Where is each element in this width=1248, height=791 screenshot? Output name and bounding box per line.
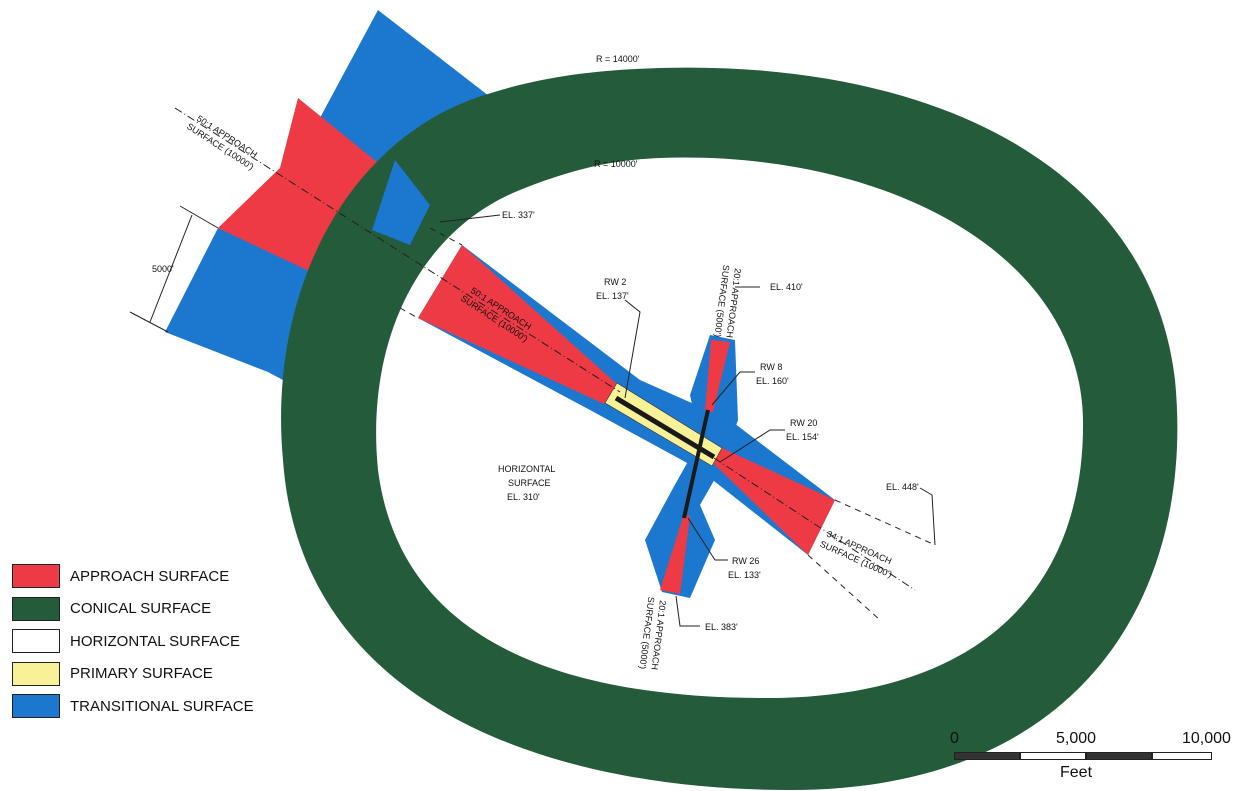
- se-dash-lower: [807, 554, 881, 621]
- horizontal-swatch: [12, 629, 60, 654]
- legend-item-approach: APPROACH SURFACE: [12, 560, 302, 593]
- legend-label: APPROACH SURFACE: [70, 567, 230, 585]
- nw-centerline: [174, 107, 621, 393]
- legend-item-transitional: TRANSITIONAL SURFACE: [12, 690, 302, 723]
- runway-main: [614, 395, 716, 460]
- rw20-elevation: EL. 154': [786, 432, 819, 442]
- el-410-label: EL. 410': [770, 282, 803, 292]
- se-dash-upper: [834, 499, 936, 546]
- radius-inner-label: R = 10000': [594, 159, 638, 169]
- rw8-name: RW 8: [760, 362, 782, 372]
- rw26-name: RW 26: [732, 556, 759, 566]
- legend-item-horizontal: HORIZONTAL SURFACE: [12, 625, 302, 658]
- se-centerline: [713, 457, 916, 591]
- scale-tick-10000: 10,000: [1182, 730, 1231, 747]
- legend: APPROACH SURFACE CONICAL SURFACE HORIZON…: [12, 560, 302, 723]
- approach-swatch: [12, 564, 60, 589]
- scale-segment: [954, 752, 1020, 760]
- rw20-name: RW 20: [790, 418, 817, 428]
- scale-tick-0: 0: [950, 730, 959, 747]
- leader-el-448: [919, 487, 936, 546]
- nw-approach-surface-inner: [418, 245, 618, 404]
- transitional-swatch: [12, 694, 60, 719]
- rw2-elevation: EL. 137': [596, 291, 629, 301]
- scale-segment: [1152, 752, 1212, 760]
- legend-label: CONICAL SURFACE: [70, 600, 212, 618]
- leader-el-337: [439, 214, 501, 223]
- dim-line: [149, 214, 193, 323]
- scale-bar: 0 5,000 10,000 Feet: [950, 730, 1231, 790]
- primary-swatch: [12, 661, 60, 686]
- width-5000-label: 5000': [152, 264, 174, 274]
- dim-tick-bottom: [129, 311, 169, 333]
- legend-label: PRIMARY SURFACE: [70, 665, 213, 683]
- scale-segment: [1086, 752, 1152, 760]
- dim-tick-top: [179, 205, 219, 229]
- s-approach-surface: [660, 514, 690, 594]
- scale-unit: Feet: [1060, 764, 1093, 781]
- se-approach-surface: [712, 448, 835, 555]
- leader-rw20: [719, 429, 785, 463]
- leader-rw8: [711, 371, 755, 406]
- rw26-elevation: EL. 133': [728, 570, 761, 580]
- leader-rw26: [687, 517, 728, 561]
- leader-rw2: [624, 299, 641, 399]
- el-448-label: EL. 448': [886, 482, 919, 492]
- el-337-label: EL. 337': [502, 210, 535, 220]
- conical-notch: [372, 160, 430, 245]
- radius-outer-label: R = 14000': [596, 54, 640, 64]
- nw-dash-lower: [399, 307, 419, 319]
- legend-label: TRANSITIONAL SURFACE: [70, 697, 254, 715]
- scale-tick-5000: 5,000: [1056, 730, 1097, 747]
- scale-segment: [1020, 752, 1086, 760]
- legend-item-primary: PRIMARY SURFACE: [12, 658, 302, 691]
- conical-swatch: [12, 596, 60, 621]
- n-approach-surface: [705, 340, 730, 412]
- horizontal-surface-label-1: HORIZONTAL: [498, 464, 555, 474]
- rw2-name: RW 2: [604, 277, 626, 287]
- horizontal-surface-label-2: SURFACE: [508, 478, 551, 488]
- legend-label: HORIZONTAL SURFACE: [70, 632, 241, 650]
- el-383-label: EL. 383': [705, 622, 738, 632]
- legend-item-conical: CONICAL SURFACE: [12, 593, 302, 626]
- leader-el-383: [675, 595, 700, 627]
- horizontal-surface-label-3: EL. 310': [507, 492, 540, 502]
- runway-cross: [682, 409, 710, 519]
- rw8-elevation: EL. 160': [756, 376, 789, 386]
